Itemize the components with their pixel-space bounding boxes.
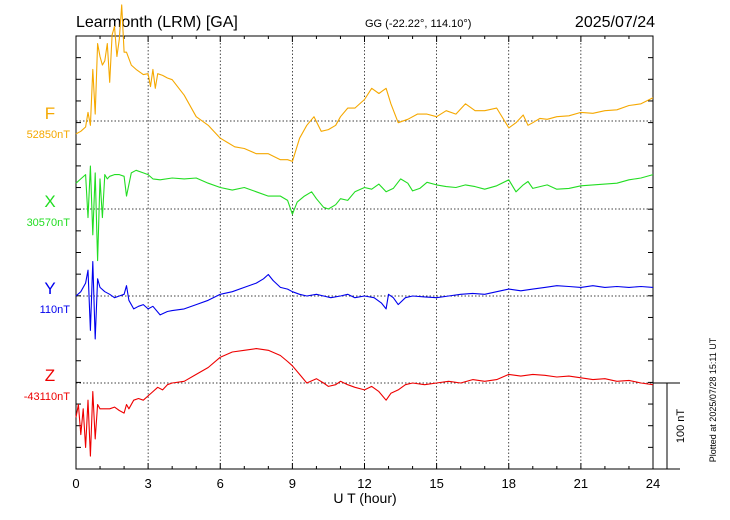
series-line-z	[75, 348, 654, 457]
x-tick-label: 0	[72, 476, 79, 491]
series-name-y: Y	[44, 279, 55, 298]
x-tick-label: 18	[502, 476, 516, 491]
station-title: Learmonth (LRM) [GA]	[76, 14, 238, 31]
axis-ticks	[75, 35, 654, 470]
grid-lines	[76, 36, 653, 469]
series-name-z: Z	[45, 366, 55, 385]
x-tick-label: 6	[217, 476, 224, 491]
x-tick-label: 12	[357, 476, 371, 491]
scale-bar: 100 nT	[653, 382, 687, 470]
series-name-f: F	[45, 104, 55, 123]
series-line-y	[75, 261, 654, 340]
x-tick-label: 24	[646, 476, 660, 491]
x-tick-label: 21	[574, 476, 588, 491]
plot-date: 2025/07/24	[575, 14, 655, 31]
scale-bar-label: 100 nT	[675, 409, 687, 444]
plotted-timestamp: Plotted at 2025/07/28 15:11 UT	[708, 337, 718, 462]
series-baseline-y: 110nT	[40, 304, 71, 316]
series-baseline-z: -43110nT	[24, 391, 71, 403]
x-axis-label: U T (hour)	[333, 490, 396, 506]
series-baseline-x: 30570nT	[27, 217, 71, 229]
x-tick-label: 9	[289, 476, 296, 491]
series-baseline-f: 52850nT	[27, 129, 71, 141]
series-group	[75, 4, 654, 457]
x-tick-label: 15	[429, 476, 443, 491]
x-tick-labels: 0 3 6 9 12 15 18 21 24	[72, 476, 660, 491]
series-name-x: X	[44, 192, 55, 211]
series-line-f	[75, 4, 654, 162]
x-tick-label: 3	[145, 476, 152, 491]
series-line-x	[75, 165, 654, 262]
series-labels: F 52850nT X 30570nT Y 110nT Z -43110nT	[24, 104, 71, 403]
station-coordinates: GG (-22.22°, 114.10°)	[365, 18, 471, 30]
